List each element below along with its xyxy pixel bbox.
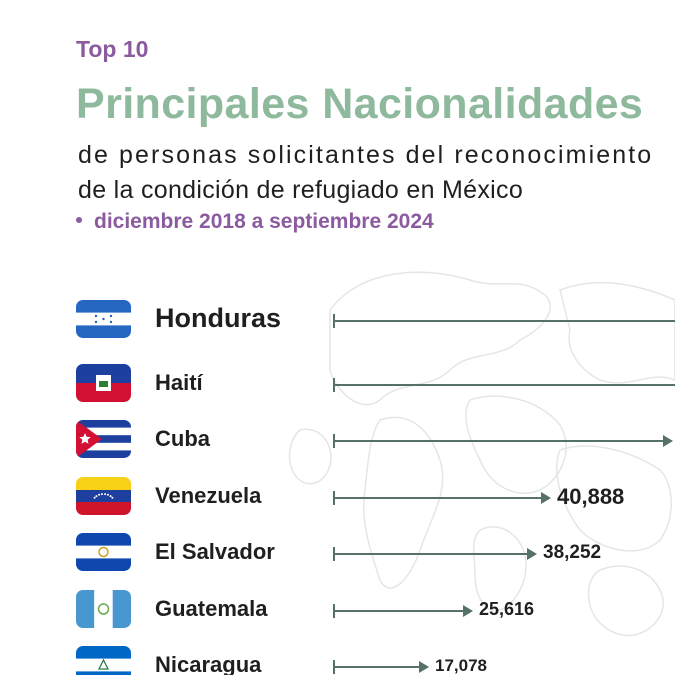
bar-7	[333, 660, 429, 674]
bar-arrowhead	[419, 661, 429, 673]
honduras-flag-icon	[76, 300, 131, 338]
bar-arrowhead	[527, 548, 537, 560]
bar-label-3: Cuba	[155, 426, 210, 452]
bullet-icon	[76, 217, 82, 224]
bar-label-4: Venezuela	[155, 483, 262, 509]
venezuela-flag-icon	[76, 477, 131, 515]
chart-title: Principales Nacionalidades	[76, 80, 644, 128]
data-label-7: 17,078	[435, 655, 487, 675]
bar-start-tick	[333, 660, 335, 674]
bar-6	[333, 604, 473, 618]
bar-2	[333, 378, 675, 392]
bar-label-2: Haití	[155, 370, 203, 396]
bar-1	[333, 314, 675, 328]
bar-start-tick	[333, 378, 335, 392]
chart-kicker: Top 10	[76, 36, 149, 62]
bar-label-7: Nicaragua	[155, 652, 262, 675]
bar-start-tick	[333, 547, 335, 561]
bar-label-1: Honduras	[155, 303, 282, 334]
bar-start-tick	[333, 314, 335, 328]
guatemala-flag-icon	[76, 590, 131, 628]
bar-arrowhead	[541, 492, 551, 504]
bar-start-tick	[333, 491, 335, 505]
bar-3	[333, 434, 673, 448]
el-salvador-flag-icon	[76, 533, 131, 571]
cuba-flag-icon	[76, 420, 131, 458]
bar-label-5: El Salvador	[155, 539, 275, 565]
bar-start-tick	[333, 604, 335, 618]
bar-5	[333, 547, 537, 561]
bar-arrowhead	[463, 605, 473, 617]
chart-subtitle: de personas solicitantes del reconocimie…	[78, 138, 653, 208]
data-label-4: 40,888	[557, 483, 625, 509]
haiti-flag-icon	[76, 364, 131, 402]
data-label-5: 38,252	[543, 541, 602, 563]
bar-4	[333, 491, 551, 505]
subtitle-line-1: de personas solicitantes del reconocimie…	[78, 141, 654, 169]
nicaragua-flag-icon	[76, 646, 131, 675]
bar-label-6: Guatemala	[155, 596, 268, 622]
subtitle-line-2: de la condición de refugiado en México	[78, 176, 524, 204]
bar-start-tick	[333, 434, 335, 448]
data-label-6: 25,616	[479, 599, 535, 620]
world-map-background	[288, 271, 675, 637]
period-text: diciembre 2018 a septiembre 2024	[94, 210, 434, 233]
period-label: diciembre 2018 a septiembre 2024	[76, 210, 434, 234]
bar-arrowhead	[663, 435, 673, 447]
